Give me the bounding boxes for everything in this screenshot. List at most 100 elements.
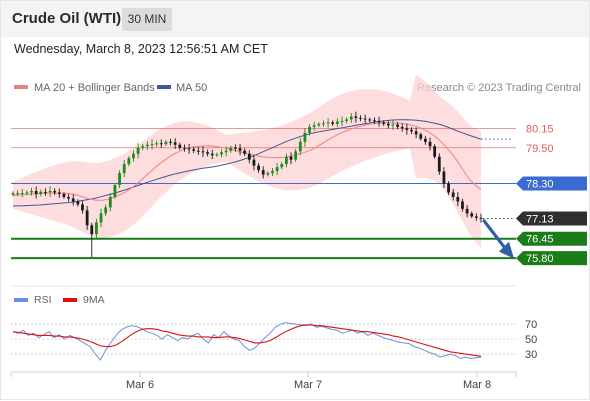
candle-up xyxy=(108,196,112,208)
candle-down xyxy=(377,120,381,123)
candle-down xyxy=(261,170,265,175)
candle-down xyxy=(53,191,57,193)
rsi-ma-line xyxy=(12,324,482,357)
candle-down xyxy=(67,196,70,199)
candle-up xyxy=(122,164,126,174)
candle-down xyxy=(410,129,413,132)
candle-up xyxy=(391,124,395,126)
candle-down xyxy=(424,138,427,142)
rsi-tick-label: 30 xyxy=(525,349,537,361)
candle-down xyxy=(465,208,469,214)
candle-up xyxy=(20,193,24,195)
ma50-legend-label: MA 50 xyxy=(176,82,207,94)
candle-down xyxy=(405,128,409,130)
candle-down xyxy=(373,120,376,122)
candle-up xyxy=(229,147,233,151)
candle-down xyxy=(247,153,251,160)
candle-up xyxy=(39,191,43,194)
timeframe-button[interactable]: 30 MIN xyxy=(122,8,172,31)
resistance-label: 79.50 xyxy=(526,143,554,155)
x-tick-label: Mar 6 xyxy=(126,379,154,391)
candle-up xyxy=(127,158,131,165)
candle-up xyxy=(303,132,307,142)
candle-down xyxy=(183,147,186,149)
candle-up xyxy=(220,152,223,155)
credit-text: Research © 2023 Trading Central xyxy=(417,82,581,94)
forecast-arrow xyxy=(482,219,514,259)
candle-down xyxy=(428,141,432,147)
candle-down xyxy=(34,191,38,194)
support-label-tag xyxy=(516,231,587,246)
candle-down xyxy=(243,150,247,154)
candle-down xyxy=(76,201,80,205)
resistance-label: 80.15 xyxy=(526,123,554,135)
candle-up xyxy=(48,191,52,193)
header-bar: Crude Oil (WTI) 30 MIN xyxy=(1,1,589,37)
candle-down xyxy=(433,146,437,157)
candle-up xyxy=(294,151,298,160)
candle-down xyxy=(57,192,61,194)
candle-down xyxy=(210,153,214,156)
candle-down xyxy=(289,156,293,160)
candle-down xyxy=(192,149,196,151)
candle-up xyxy=(95,222,98,235)
current-label-tag xyxy=(516,211,587,226)
candle-down xyxy=(187,148,191,150)
candle-down xyxy=(331,122,335,124)
candle-up xyxy=(30,191,33,193)
candle-up xyxy=(335,121,339,124)
rsi-ma-legend-label: 9MA xyxy=(83,294,105,306)
candle-down xyxy=(62,193,66,197)
candle-up xyxy=(16,193,20,195)
candle-up xyxy=(271,171,274,174)
rsi-tick-label: 70 xyxy=(525,319,537,331)
candle-up xyxy=(317,123,321,126)
ma20-legend-swatch xyxy=(14,85,28,89)
candle-up xyxy=(215,154,219,156)
candle-up xyxy=(150,144,154,146)
candle-up xyxy=(136,147,140,154)
candle-down xyxy=(386,123,390,126)
x-axis-ticks: Mar 6 Mar 7 Mar 8 xyxy=(126,372,491,391)
pivot-label-tag xyxy=(516,176,587,191)
candle-down xyxy=(206,152,210,154)
candle-up xyxy=(224,150,228,153)
rsi-gridlines: 70 50 30 xyxy=(11,319,537,361)
candle-up xyxy=(11,193,15,195)
candle-up xyxy=(340,120,344,122)
key-levels xyxy=(11,127,516,260)
support-label-tag xyxy=(516,251,587,266)
current-label: 77.13 xyxy=(526,213,554,225)
candle-down xyxy=(178,144,182,148)
candle-down xyxy=(456,196,460,202)
candle-down xyxy=(71,198,75,202)
bollinger-band-fill xyxy=(13,74,481,248)
candle-up xyxy=(155,143,159,145)
candle-down xyxy=(201,151,205,153)
candle-up xyxy=(275,167,279,172)
candle-down xyxy=(44,191,47,193)
candle-up xyxy=(312,125,316,127)
candle-up xyxy=(284,156,288,165)
level-labels: 80.15 79.50 78.30 77.13 76.45 75.80 xyxy=(516,123,587,266)
candle-down xyxy=(437,156,441,172)
candle-down xyxy=(252,159,256,166)
candle-down xyxy=(196,150,200,152)
candle-down xyxy=(159,143,163,145)
pivot-label: 78.30 xyxy=(526,179,554,191)
candle-down xyxy=(414,131,418,135)
candle-up xyxy=(145,144,149,147)
candle-up xyxy=(99,213,103,223)
candle-down xyxy=(419,134,423,139)
candle-up xyxy=(349,116,353,120)
rsi-ma-legend-swatch xyxy=(63,298,77,302)
moving-averages xyxy=(12,119,511,207)
candle-down xyxy=(257,165,260,171)
bollinger-band xyxy=(13,74,481,248)
candle-up xyxy=(326,122,330,124)
candle-down xyxy=(447,183,450,193)
candle-down xyxy=(234,147,237,149)
rsi-legend-label: RSI xyxy=(34,294,52,306)
